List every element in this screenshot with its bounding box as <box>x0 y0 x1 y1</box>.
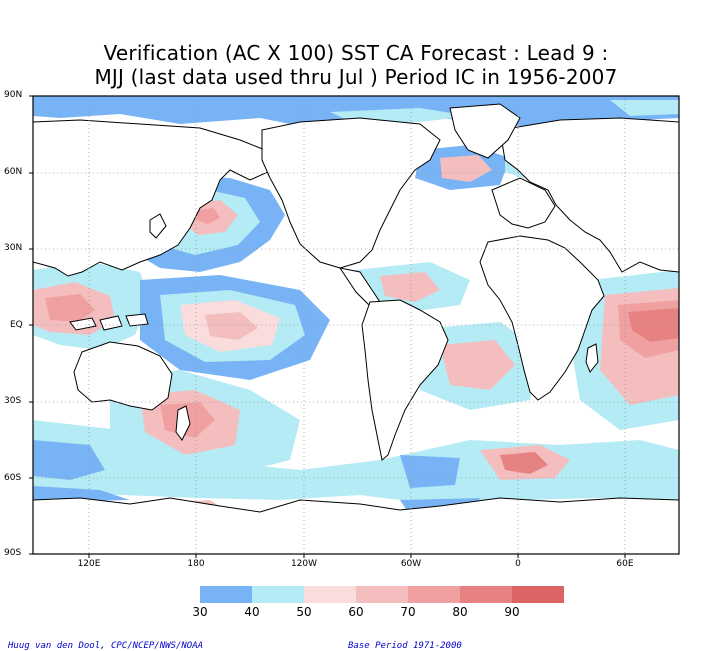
legend-swatch-1 <box>200 586 252 603</box>
legend-label-30: 30 <box>192 605 208 619</box>
legend-label-50: 50 <box>296 605 312 619</box>
australia <box>73 341 173 411</box>
legend-label-80: 80 <box>452 605 468 619</box>
south-america <box>361 299 449 461</box>
lon-label-120w: 120W <box>290 559 318 569</box>
africa <box>479 235 605 401</box>
legend-swatch-2 <box>252 586 304 603</box>
map-title-line-2: MJJ (last data used thru Jul ) Period IC… <box>94 65 618 89</box>
lon-label-60w: 60W <box>400 559 422 569</box>
credit-author: Huug van den Dool, CPC/NCEP/NWS/NOAA <box>8 641 204 651</box>
legend-swatch-7 <box>512 586 564 603</box>
legend-label-60: 60 <box>348 605 364 619</box>
lat-label-30n: 30N <box>4 243 23 253</box>
legend-swatch-6 <box>460 586 512 603</box>
lat-label-90n: 90N <box>4 90 23 100</box>
credit-base-period: Base Period 1971-2000 <box>348 641 462 651</box>
lat-label-60s: 60S <box>4 473 22 483</box>
north-america <box>261 117 441 269</box>
graticule <box>33 96 679 554</box>
map-title-line-1: Verification (AC X 100) SST CA Forecast … <box>103 41 609 65</box>
lon-label-0: 0 <box>515 559 521 569</box>
eurasia <box>33 119 269 277</box>
legend-label-40: 40 <box>244 605 260 619</box>
coastlines <box>33 103 679 554</box>
legend-label-70: 70 <box>400 605 416 619</box>
lat-label-eq: EQ <box>10 320 23 330</box>
lat-label-90s: 90S <box>4 548 22 558</box>
legend-colorbar <box>200 586 564 603</box>
legend-swatch-3 <box>304 586 356 603</box>
legend-swatch-5 <box>408 586 460 603</box>
lat-label-30s: 30S <box>4 396 22 406</box>
axis-ticks <box>29 95 626 558</box>
legend-swatch-4 <box>356 586 408 603</box>
lat-label-60n: 60N <box>4 167 23 177</box>
lon-label-60e: 60E <box>616 559 634 569</box>
lon-label-180: 180 <box>187 559 205 569</box>
lon-label-120e: 120E <box>77 559 101 569</box>
antarctica <box>33 497 679 554</box>
legend-label-90: 90 <box>504 605 520 619</box>
